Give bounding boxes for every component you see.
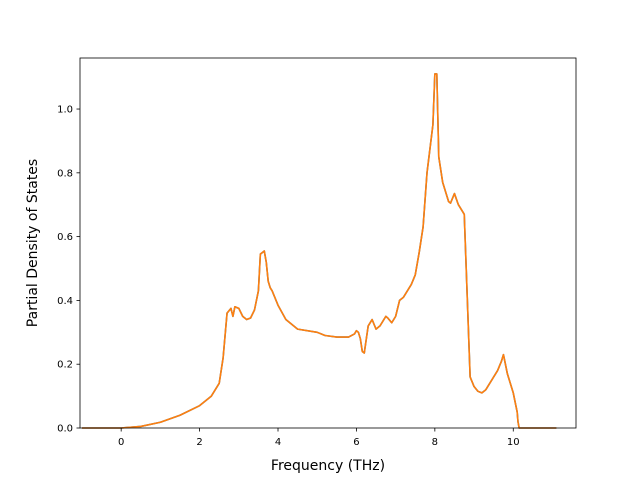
x-tick-label: 4 <box>275 437 281 448</box>
y-tick-label: 0.2 <box>57 360 73 371</box>
series-line-2 <box>81 73 557 429</box>
y-axis-label: Partial Density of States <box>25 159 41 327</box>
x-axis: 0 2 4 6 8 10 <box>118 428 520 448</box>
y-tick-label: 0.8 <box>57 168 73 179</box>
y-axis: 0.0 0.2 0.4 0.6 0.8 1.0 <box>57 105 80 435</box>
y-tick-label: 1.0 <box>57 105 73 116</box>
x-tick-label: 6 <box>353 437 359 448</box>
plot-frame <box>79 57 577 429</box>
y-tick-label: 0.4 <box>57 296 73 307</box>
x-tick-label: 10 <box>507 437 520 448</box>
x-tick-label: 0 <box>118 437 124 448</box>
x-tick-label: 8 <box>432 437 438 448</box>
x-axis-label: Frequency (THz) <box>271 458 385 474</box>
plot-area <box>80 58 576 428</box>
series-layer <box>81 73 557 429</box>
y-tick-label: 0.6 <box>57 232 73 243</box>
y-tick-label: 0.0 <box>57 424 73 435</box>
x-tick-label: 2 <box>196 437 202 448</box>
